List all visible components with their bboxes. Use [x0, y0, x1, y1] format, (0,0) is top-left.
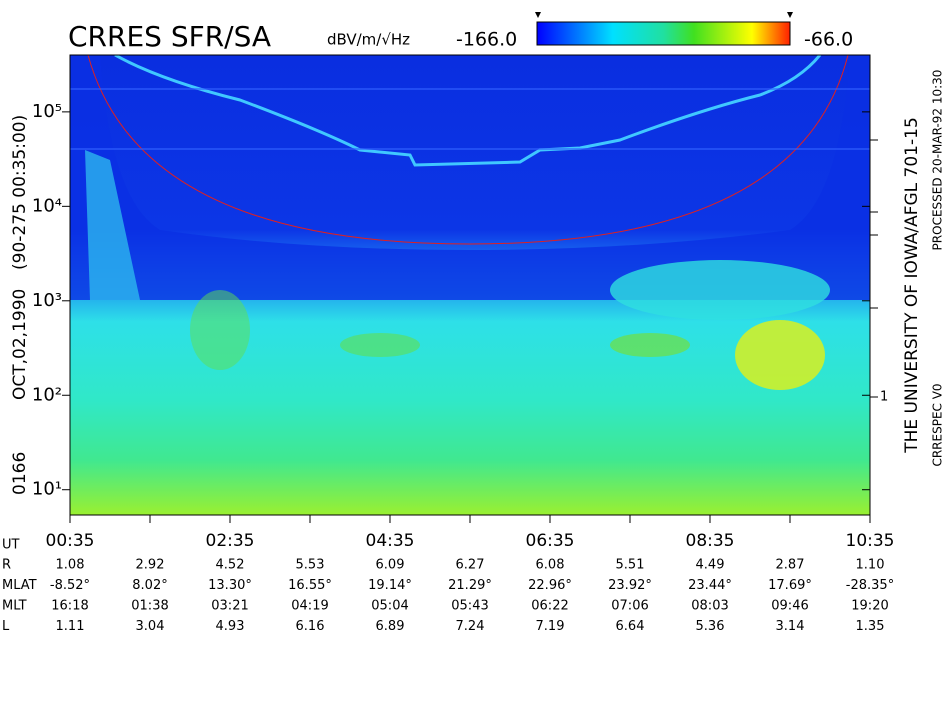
ephemeris-value: 13.30° — [208, 578, 252, 593]
ephemeris-value: 6.89 — [376, 619, 405, 634]
right-axis-ticks — [870, 139, 878, 398]
ephemeris-value: 19:20 — [851, 599, 888, 614]
institution: THE UNIVERSITY OF IOWA/AFGL 701-15 — [902, 117, 922, 454]
ephemeris-value: 5.51 — [616, 558, 645, 573]
ephemeris-label: UT — [2, 538, 20, 553]
x-tick-label: 00:35 — [46, 531, 95, 551]
ephemeris-row-name: MLAT — [2, 578, 37, 593]
x-tick-label: 04:35 — [366, 531, 415, 551]
x-tick-label: 10:35 — [846, 531, 895, 551]
ephemeris-value: 2.87 — [776, 558, 805, 573]
ephemeris-value: 6.27 — [456, 558, 485, 573]
ephemeris-row-name: MLT — [2, 599, 27, 614]
ephemeris-value: 08:03 — [691, 599, 728, 614]
x-tick-label: 06:35 — [526, 531, 575, 551]
ephemeris-value: 05:04 — [371, 599, 408, 614]
colorbar-unit: dBV/m/√Hz — [327, 31, 410, 49]
ephemeris-value: 16:18 — [51, 599, 88, 614]
ephemeris-value: 19.14° — [368, 578, 412, 593]
ephemeris-value: 3.04 — [136, 619, 165, 634]
x-tick-label: 08:35 — [686, 531, 735, 551]
ephemeris-row-name: L — [2, 619, 10, 634]
colorbar-markers — [535, 12, 793, 18]
day-time: (90-275 00:35:00) — [10, 115, 30, 270]
colorbar — [536, 21, 791, 46]
ephemeris-value: 4.93 — [216, 619, 245, 634]
colorbar-min: -166.0 — [456, 29, 517, 51]
ephemeris-value: 6.09 — [376, 558, 405, 573]
ephemeris-value: 5.36 — [696, 619, 725, 634]
ephemeris-value: 17.69° — [768, 578, 812, 593]
ephemeris-value: -28.35° — [846, 578, 894, 593]
ephemeris-value: 7.24 — [456, 619, 485, 634]
ephemeris-value: 3.14 — [776, 619, 805, 634]
ephemeris-value: 1.08 — [56, 558, 85, 573]
date: OCT,02,1990 — [10, 289, 30, 400]
ephemeris-value: 1.35 — [856, 619, 885, 634]
left-label: 0166 OCT,02,1990 (90-275 00:35:00) — [10, 115, 30, 495]
ephemeris-value: 6.64 — [616, 619, 645, 634]
ephemeris-value: 03:21 — [211, 599, 248, 614]
ephemeris-value: 1.10 — [856, 558, 885, 573]
y-tick-label: 10⁵ — [32, 101, 62, 122]
ephemeris-value: -8.52° — [50, 578, 90, 593]
right-axis-label: 1 — [880, 390, 888, 405]
spectrogram-image — [70, 55, 870, 515]
ephemeris-value: 05:43 — [451, 599, 488, 614]
ephemeris-value: 6.16 — [296, 619, 325, 634]
y-tick-label: 10⁴ — [32, 195, 62, 216]
processed: PROCESSED 20-MAR-92 10:30 — [931, 70, 945, 251]
ephemeris-value: 01:38 — [131, 599, 168, 614]
ephemeris-value: 16.55° — [288, 578, 332, 593]
ephemeris-row-name: R — [2, 558, 11, 573]
ephemeris-value: 22.96° — [528, 578, 572, 593]
version: CRRESPEC V0 — [931, 383, 945, 466]
ephemeris-value: 4.49 — [696, 558, 725, 573]
y-tick-label: 10² — [32, 384, 62, 405]
ephemeris-value: 21.29° — [448, 578, 492, 593]
orbit-number: 0166 — [10, 452, 30, 495]
ephemeris-value: 2.92 — [136, 558, 165, 573]
ephemeris-value: 23.92° — [608, 578, 652, 593]
ephemeris-value: 5.53 — [296, 558, 325, 573]
ephemeris-value: 6.08 — [536, 558, 565, 573]
ephemeris-value: 06:22 — [531, 599, 568, 614]
ephemeris-value: 07:06 — [611, 599, 648, 614]
y-tick-label: 10¹ — [32, 479, 62, 500]
ephemeris-value: 1.11 — [56, 619, 85, 634]
x-tick-label: 02:35 — [206, 531, 255, 551]
colorbar-max: -66.0 — [804, 29, 853, 51]
ephemeris-value: 04:19 — [291, 599, 328, 614]
ephemeris-value: 4.52 — [216, 558, 245, 573]
ephemeris-value: 09:46 — [771, 599, 808, 614]
ephemeris-value: 8.02° — [132, 578, 167, 593]
chart-title: CRRES SFR/SA — [68, 20, 271, 53]
y-tick-label: 10³ — [32, 290, 62, 311]
ephemeris-value: 7.19 — [536, 619, 565, 634]
ephemeris-value: 23.44° — [688, 578, 732, 593]
